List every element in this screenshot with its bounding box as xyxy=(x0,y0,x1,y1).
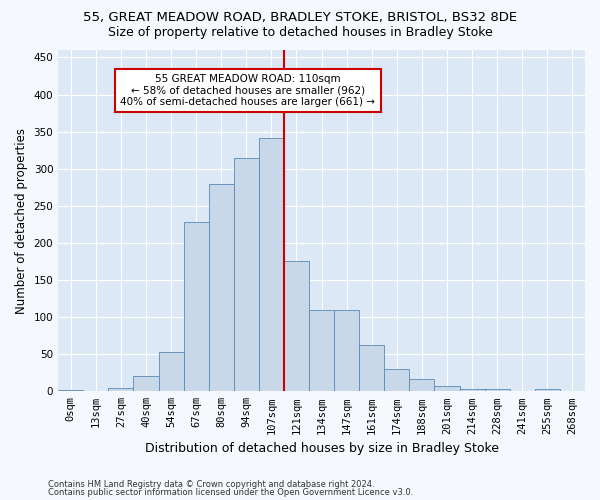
Text: 55, GREAT MEADOW ROAD, BRADLEY STOKE, BRISTOL, BS32 8DE: 55, GREAT MEADOW ROAD, BRADLEY STOKE, BR… xyxy=(83,12,517,24)
Bar xyxy=(359,346,385,392)
Bar xyxy=(234,158,259,392)
Bar xyxy=(535,389,560,392)
Bar xyxy=(158,352,184,392)
Bar xyxy=(209,184,234,392)
Bar xyxy=(284,262,309,392)
Bar xyxy=(309,310,334,392)
Bar xyxy=(133,376,158,392)
X-axis label: Distribution of detached houses by size in Bradley Stoke: Distribution of detached houses by size … xyxy=(145,442,499,455)
Text: 55 GREAT MEADOW ROAD: 110sqm
← 58% of detached houses are smaller (962)
40% of s: 55 GREAT MEADOW ROAD: 110sqm ← 58% of de… xyxy=(121,74,376,107)
Bar xyxy=(409,380,434,392)
Bar xyxy=(460,389,485,392)
Bar xyxy=(184,222,209,392)
Text: Contains HM Land Registry data © Crown copyright and database right 2024.: Contains HM Land Registry data © Crown c… xyxy=(48,480,374,489)
Bar xyxy=(58,390,83,392)
Bar xyxy=(334,310,359,392)
Text: Size of property relative to detached houses in Bradley Stoke: Size of property relative to detached ho… xyxy=(107,26,493,39)
Bar xyxy=(434,386,460,392)
Y-axis label: Number of detached properties: Number of detached properties xyxy=(15,128,28,314)
Bar xyxy=(485,389,510,392)
Text: Contains public sector information licensed under the Open Government Licence v3: Contains public sector information licen… xyxy=(48,488,413,497)
Bar xyxy=(259,138,284,392)
Bar xyxy=(109,388,133,392)
Bar xyxy=(385,369,409,392)
